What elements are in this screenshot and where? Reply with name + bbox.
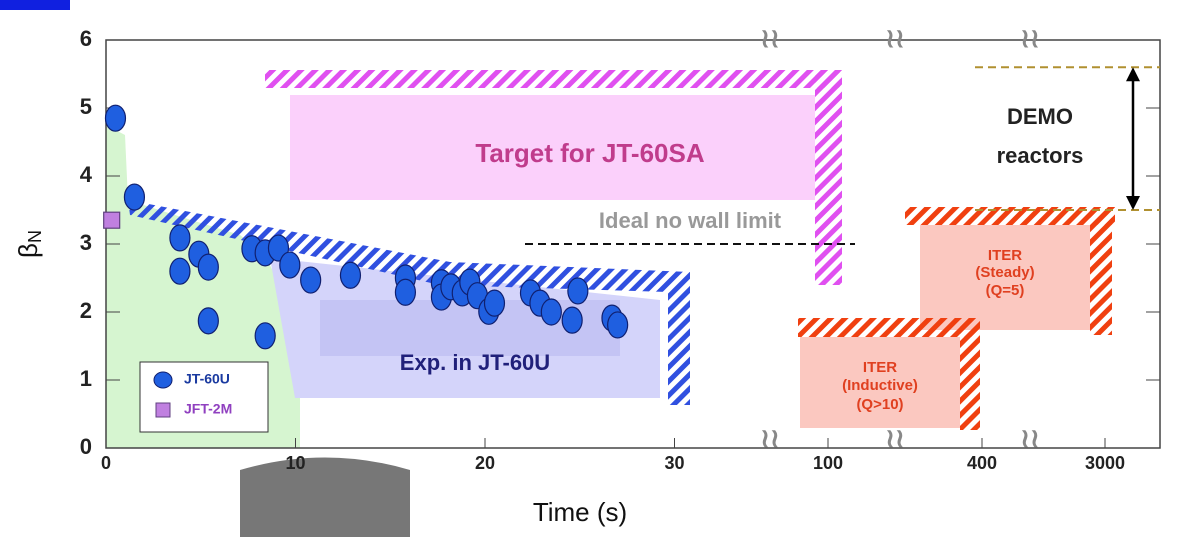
y-symbol: β	[13, 243, 43, 258]
demo-arrowhead	[1126, 67, 1140, 81]
x-tick-label: 20	[475, 453, 495, 473]
chart: ≀≀ ≀≀ ≀≀ ≀≀ ≀≀ ≀≀ Target for JT-60SA Exp. in…	[0, 0, 1177, 537]
legend-label: JT-60U	[184, 371, 230, 387]
svg-text:≀≀: ≀≀	[760, 423, 780, 453]
point	[340, 262, 360, 288]
iter-label: (Steady)	[975, 264, 1034, 281]
point	[255, 323, 275, 349]
x-tick-label: 0	[101, 453, 111, 473]
point	[124, 184, 144, 210]
experiment-label: Exp. in JT-60U	[400, 350, 550, 375]
iter-label: ITER	[988, 247, 1022, 264]
iter-label: (Inductive)	[842, 377, 918, 394]
x-tick-label: 3000	[1085, 453, 1125, 473]
svg-text:≀≀: ≀≀	[1020, 423, 1040, 453]
y-tick-label: 6	[80, 26, 92, 51]
point	[541, 299, 561, 325]
ideal-limit-label: Ideal no wall limit	[599, 208, 782, 233]
x-tick-label: 400	[967, 453, 997, 473]
iter-hatch	[1090, 207, 1112, 335]
y-tick-label: 4	[80, 162, 93, 187]
corner-mark	[0, 0, 70, 10]
x-tick-label: 10	[285, 453, 305, 473]
x-tick-label: 30	[664, 453, 684, 473]
y-subscript: N	[25, 230, 45, 243]
point	[562, 307, 582, 333]
y-tick-label: 3	[80, 230, 92, 255]
y-tick-label: 2	[80, 298, 92, 323]
iter-label: (Q=5)	[986, 282, 1025, 299]
demo-label: reactors	[997, 143, 1084, 168]
point	[568, 278, 588, 304]
y-tick-label: 1	[80, 366, 92, 391]
point	[170, 258, 190, 284]
iter-hatch	[798, 318, 980, 337]
point	[105, 105, 125, 131]
svg-text:≀≀: ≀≀	[885, 23, 905, 53]
iter-label: ITER	[863, 359, 897, 376]
demo-label: DEMO	[1007, 104, 1073, 129]
point	[484, 290, 504, 316]
point	[395, 279, 415, 305]
demo-arrowhead	[1126, 196, 1140, 210]
target-hatch	[265, 70, 840, 88]
target-hatch	[815, 70, 842, 285]
legend-marker	[154, 372, 172, 388]
y-tick-label: 5	[80, 94, 92, 119]
svg-text:≀≀: ≀≀	[760, 23, 780, 53]
legend-label: JFT-2M	[184, 401, 232, 417]
y-axis-label: βN	[13, 230, 45, 258]
svg-text:≀≀: ≀≀	[885, 423, 905, 453]
x-axis-label: Time (s)	[533, 497, 627, 527]
iter-label: (Q>10)	[856, 396, 903, 413]
point	[198, 254, 218, 280]
y-tick-label: 0	[80, 434, 92, 459]
target-label: Target for JT-60SA	[475, 138, 704, 168]
point	[104, 212, 120, 228]
tokamak-image	[240, 458, 410, 538]
point	[170, 225, 190, 251]
point	[198, 308, 218, 334]
point	[280, 252, 300, 278]
point	[301, 267, 321, 293]
iter-hatch	[960, 318, 980, 430]
x-tick-label: 100	[813, 453, 843, 473]
svg-text:≀≀: ≀≀	[1020, 23, 1040, 53]
legend-marker	[156, 403, 170, 417]
point	[608, 312, 628, 338]
